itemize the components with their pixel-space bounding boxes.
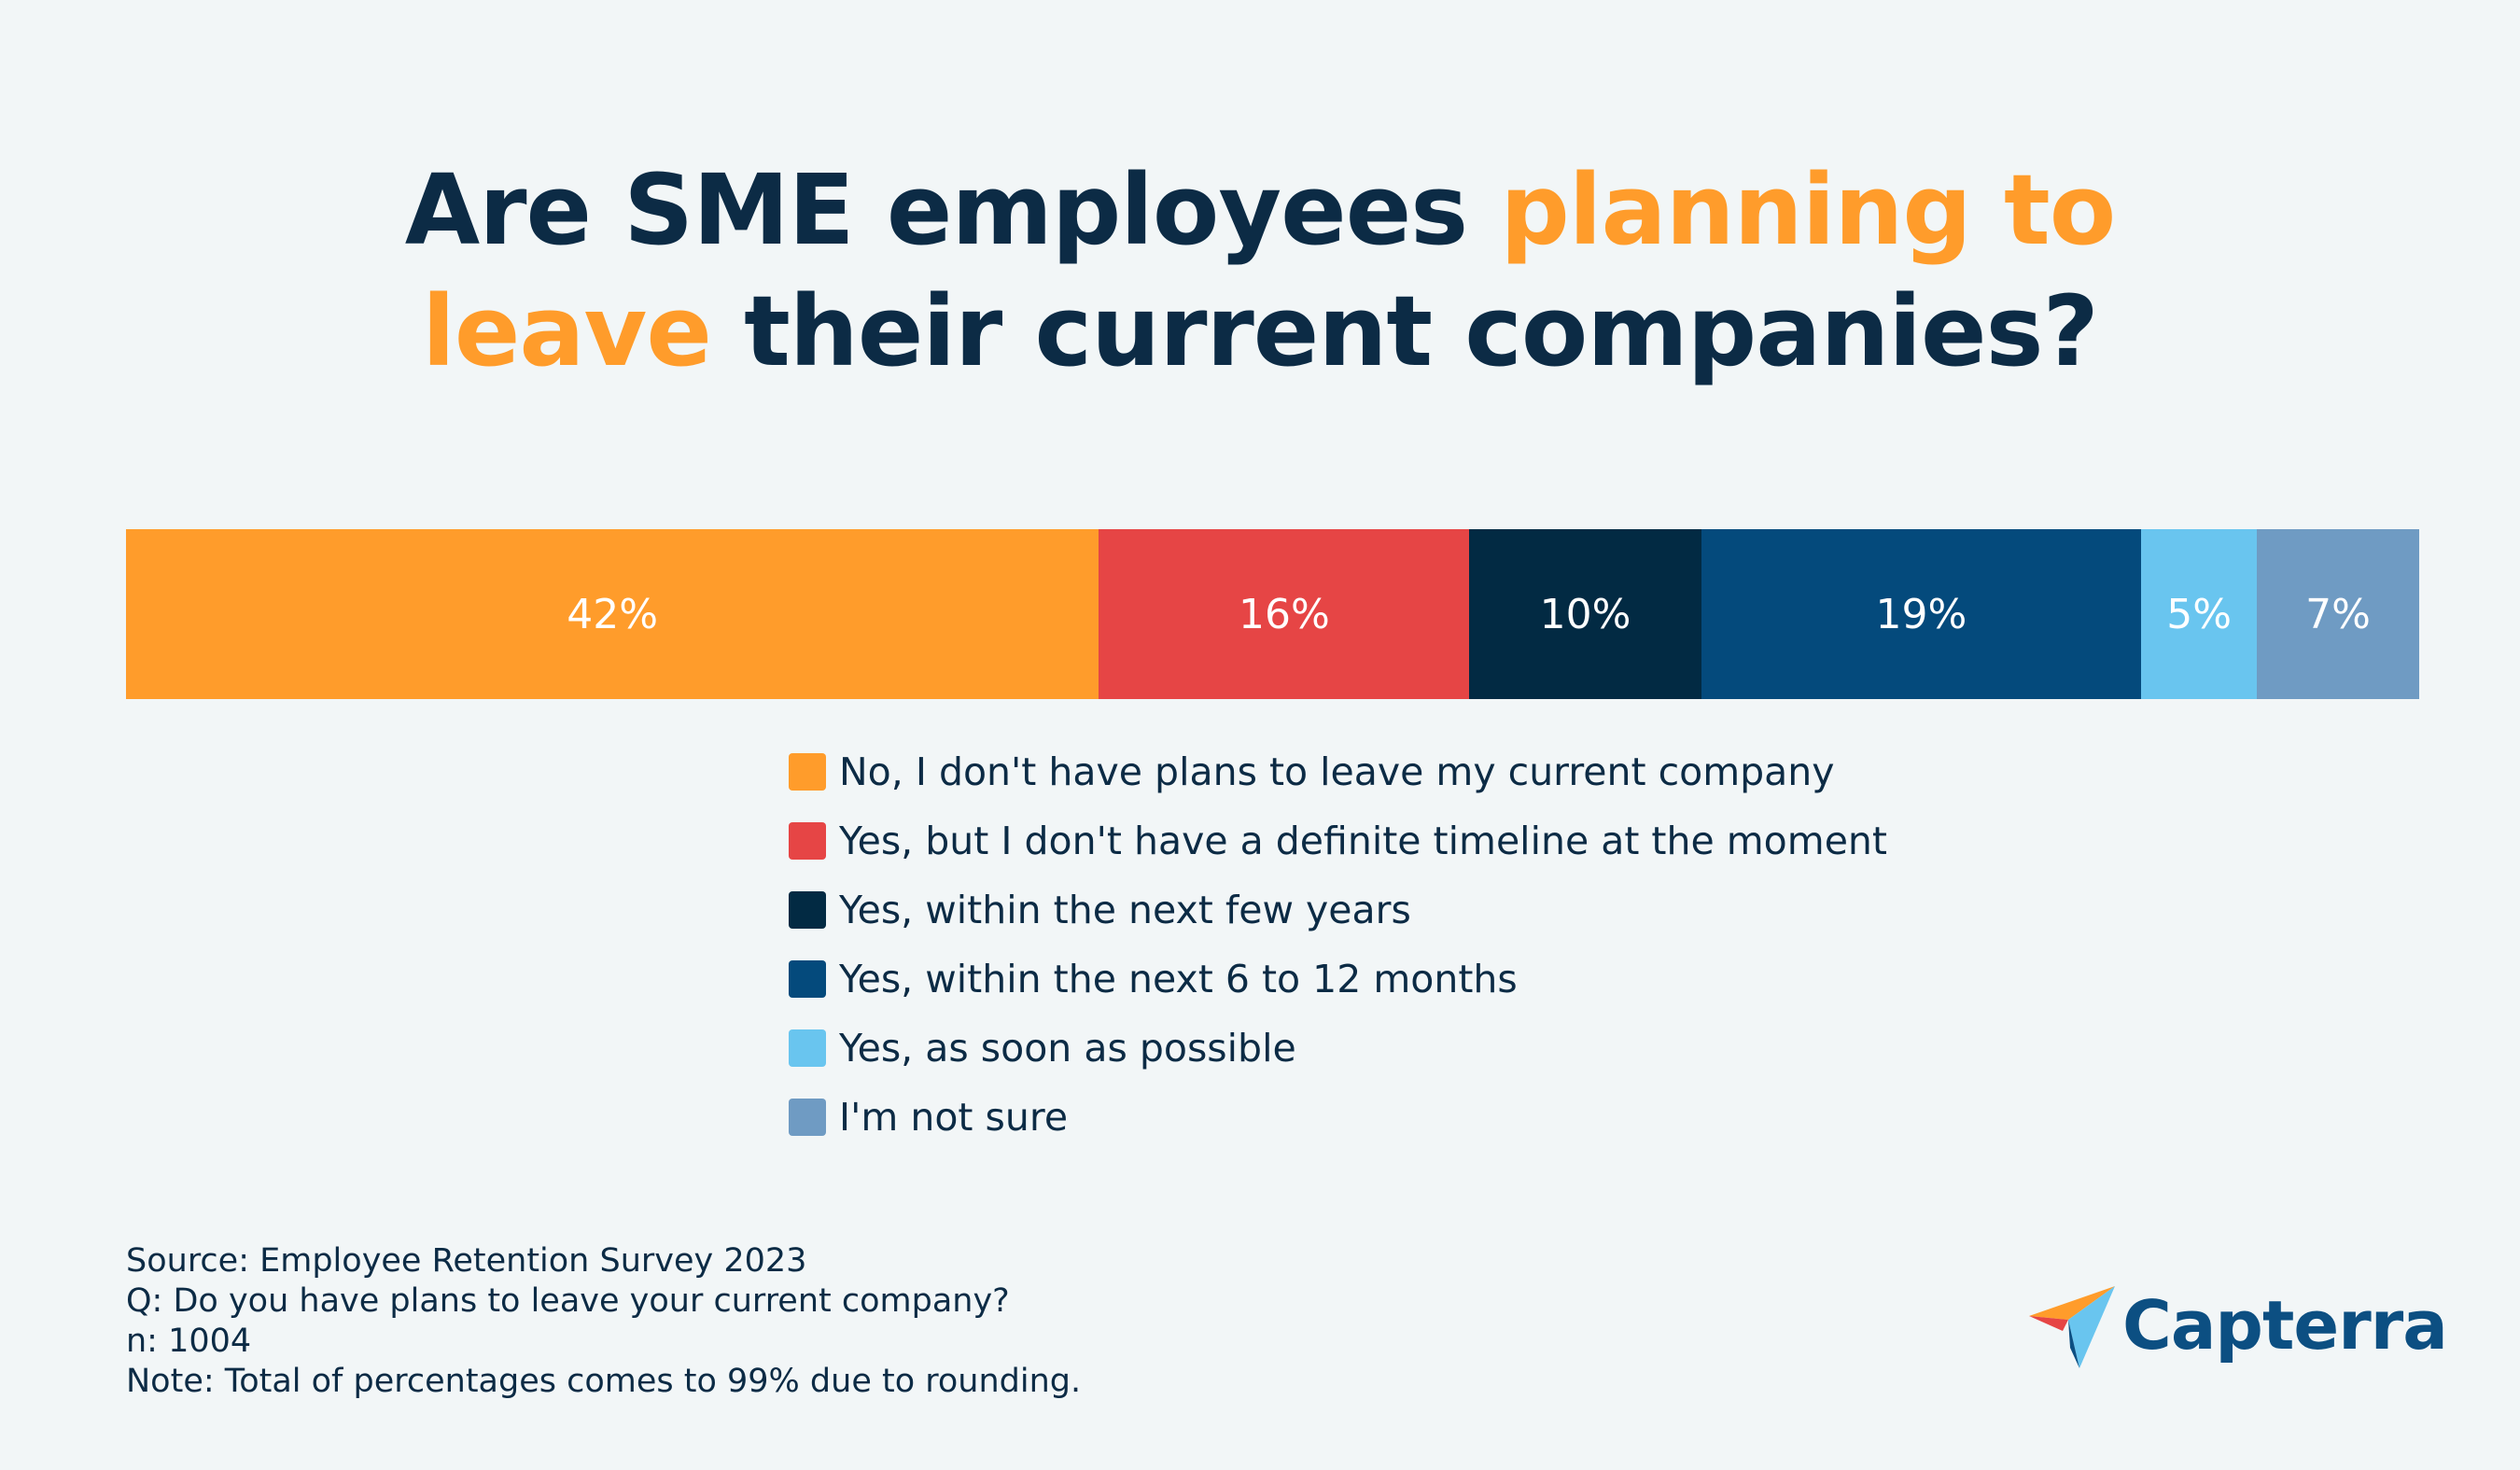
title-highlight-1: planning to [1500,153,2116,267]
legend: No, I don't have plans to leave my curre… [789,737,1887,1152]
rounding-note: Note: Total of percentages comes to 99% … [126,1363,1082,1400]
bar-segment: 5% [2141,529,2258,699]
segment-value-label: 5% [2166,590,2233,638]
legend-label: No, I don't have plans to leave my curre… [839,749,1835,794]
legend-item: Yes, within the next 6 to 12 months [789,945,1887,1014]
segment-value-label: 10% [1539,590,1631,638]
bar-segment: 19% [1701,529,2142,699]
legend-swatch [789,960,826,998]
bar-segment: 7% [2257,529,2419,699]
legend-swatch [789,891,826,929]
legend-item: Yes, but I don't have a definite timelin… [789,806,1887,875]
capterra-logo: Capterra [2025,1279,2448,1372]
legend-swatch [789,1099,826,1136]
legend-swatch [789,753,826,791]
segment-value-label: 16% [1239,590,1330,638]
bar-segment: 42% [126,529,1099,699]
legend-label: Yes, within the next 6 to 12 months [839,957,1518,1001]
legend-swatch [789,1029,826,1067]
title-part-2: their current companies? [710,274,2099,388]
capterra-arrow-icon [2029,1286,2115,1368]
legend-item: No, I don't have plans to leave my curre… [789,737,1887,806]
title-part-1: Are SME employees [404,153,1501,267]
legend-item: Yes, as soon as possible [789,1014,1887,1083]
segment-value-label: 42% [567,590,659,638]
sample-size-note: n: 1004 [126,1323,252,1360]
segment-value-label: 7% [2305,590,2371,638]
legend-item: Yes, within the next few years [789,875,1887,945]
bar-segment: 10% [1469,529,1701,699]
legend-label: Yes, within the next few years [839,888,1411,932]
chart-title: Are SME employees planning to leave their… [0,149,2520,392]
legend-label: Yes, as soon as possible [839,1026,1296,1071]
source-note: Source: Employee Retention Survey 2023 [126,1242,807,1280]
bar-segment: 16% [1099,529,1470,699]
title-highlight-2: leave [422,274,712,388]
legend-swatch [789,822,826,860]
question-note: Q: Do you have plans to leave your curre… [126,1282,1010,1320]
legend-label: Yes, but I don't have a definite timelin… [839,819,1887,863]
legend-item: I'm not sure [789,1083,1887,1152]
footnotes: Source: Employee Retention Survey 2023 Q… [126,1241,1081,1402]
stacked-bar: 42% 16% 10% 19% 5% 7% [126,529,2419,699]
capterra-wordmark: Capterra [2122,1286,2448,1365]
legend-label: I'm not sure [839,1095,1069,1140]
segment-value-label: 19% [1875,590,1967,638]
